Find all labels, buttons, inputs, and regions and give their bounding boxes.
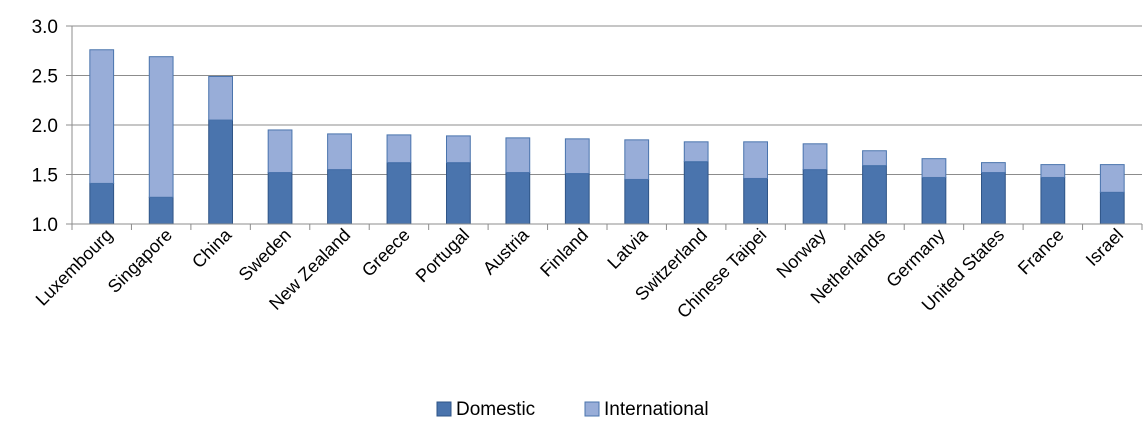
bar-domestic-finland xyxy=(564,173,590,225)
bar-domestic-new-zealand xyxy=(327,169,352,225)
bar-international-china xyxy=(208,75,234,121)
bar-international-singapore xyxy=(148,56,174,198)
x-category-label: Sweden xyxy=(235,225,295,285)
bar-domestic-germany xyxy=(921,176,947,225)
x-category-label: Latvia xyxy=(603,224,652,273)
legend-label-domestic: Domestic xyxy=(456,399,535,420)
bar-domestic-israel xyxy=(1099,191,1125,225)
x-category-label: France xyxy=(1014,225,1068,279)
gridlines xyxy=(72,25,1142,175)
bar-international-france xyxy=(1040,164,1066,178)
bar-domestic-luxembourg xyxy=(89,182,115,225)
bar-international-new-zealand xyxy=(327,133,352,171)
x-category-label: Luxembourg xyxy=(32,225,117,310)
bar-international-switzerland xyxy=(683,141,709,163)
bar-domestic-sweden xyxy=(267,172,293,225)
x-category-label: Portugal xyxy=(412,225,474,287)
x-category-label: Greece xyxy=(358,225,414,281)
legend-swatch-domestic xyxy=(436,401,452,417)
legend: Domestic International xyxy=(436,399,709,420)
bar-international-germany xyxy=(921,158,947,178)
y-tick-label: 1.0 xyxy=(32,215,58,236)
bar-international-luxembourg xyxy=(89,49,115,184)
bar-domestic-portugal xyxy=(446,162,471,225)
bar-domestic-netherlands xyxy=(862,165,887,225)
bars xyxy=(89,49,1125,225)
bar-domestic-chinese-taipei xyxy=(743,177,769,225)
x-category-label: Finland xyxy=(536,225,592,281)
y-tick-labels: 1.0 1.5 2.0 2.5 3.0 xyxy=(32,17,58,236)
x-category-label: China xyxy=(188,224,236,272)
y-tick-label: 2.0 xyxy=(32,116,58,137)
bar-international-united-states xyxy=(981,162,1006,174)
bar-domestic-china xyxy=(208,119,234,225)
x-category-label: Singapore xyxy=(104,225,176,297)
bar-domestic-austria xyxy=(505,172,531,225)
axes xyxy=(66,25,1143,230)
bar-domestic-norway xyxy=(802,169,828,225)
bar-international-austria xyxy=(505,137,531,174)
bar-international-chinese-taipei xyxy=(743,141,769,179)
y-tick-label: 3.0 xyxy=(32,17,58,38)
legend-label-international: International xyxy=(604,399,709,420)
x-category-label: Austria xyxy=(479,224,533,278)
x-category-label: Norway xyxy=(773,225,830,282)
legend-swatch-international xyxy=(584,401,600,417)
bar-international-sweden xyxy=(267,129,293,174)
bar-international-portugal xyxy=(446,135,471,164)
bar-international-latvia xyxy=(624,139,650,180)
bar-domestic-switzerland xyxy=(683,161,709,225)
bar-international-finland xyxy=(564,138,590,175)
bar-domestic-france xyxy=(1040,176,1066,225)
y-tick-label: 1.5 xyxy=(32,166,58,187)
bar-international-greece xyxy=(386,134,412,164)
bar-domestic-singapore xyxy=(148,196,174,225)
x-category-label: Israel xyxy=(1082,225,1127,270)
bar-domestic-greece xyxy=(386,162,412,225)
bar-international-norway xyxy=(802,143,828,171)
bar-international-netherlands xyxy=(862,150,887,167)
bar-domestic-united-states xyxy=(981,172,1006,225)
y-tick-label: 2.5 xyxy=(32,67,58,88)
bar-international-israel xyxy=(1099,164,1125,193)
bar-domestic-latvia xyxy=(624,178,650,225)
